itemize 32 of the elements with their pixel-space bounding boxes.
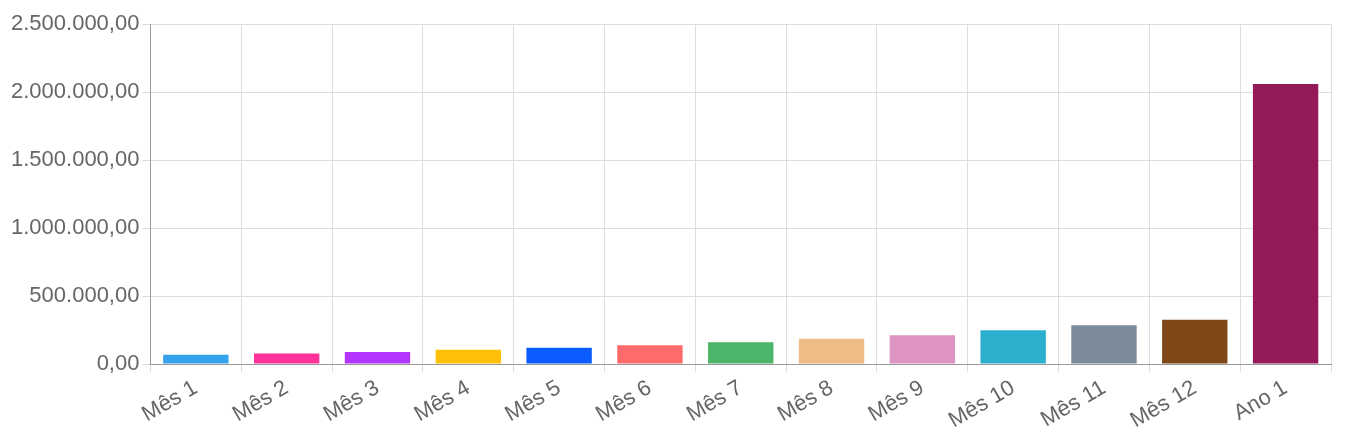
x-tick-label: Mês 6 [591, 374, 656, 427]
bar [617, 345, 683, 364]
bar [435, 349, 501, 364]
x-tick-label: Mês 8 [772, 374, 838, 427]
bar [526, 347, 592, 364]
bar [1162, 319, 1228, 364]
y-tick-label: 0,00 [96, 350, 140, 376]
x-tick-label: Mês 3 [318, 374, 384, 427]
y-tick-label: 2.000.000,00 [10, 78, 140, 104]
bar [344, 352, 411, 364]
x-tick-label: Ano 1 [1228, 374, 1292, 425]
bar [1252, 84, 1319, 364]
bar [253, 353, 320, 364]
x-tick-label: Mês 4 [409, 374, 474, 427]
x-tick-label: Mês 2 [227, 374, 293, 427]
bar [980, 330, 1046, 364]
x-tick-label: Mês 10 [943, 374, 1019, 433]
y-tick-label: 2.500.000,00 [10, 10, 140, 36]
y-tick-label: 1.500.000,00 [10, 146, 140, 172]
x-tick-label: Mês 5 [500, 374, 565, 427]
bar [1071, 325, 1137, 364]
y-tick-label: 500.000,00 [29, 282, 140, 308]
bar [889, 335, 956, 364]
x-tick-label: Mês 12 [1125, 374, 1201, 433]
bar [798, 338, 865, 364]
bar [163, 354, 229, 364]
x-tick-label: Mês 9 [863, 374, 928, 427]
x-tick-label: Mês 11 [1035, 374, 1110, 432]
y-tick-label: 1.000.000,00 [10, 214, 140, 240]
x-tick-label: Mês 7 [681, 374, 747, 427]
bar [708, 342, 774, 364]
x-tick-label: Mês 1 [137, 374, 202, 427]
